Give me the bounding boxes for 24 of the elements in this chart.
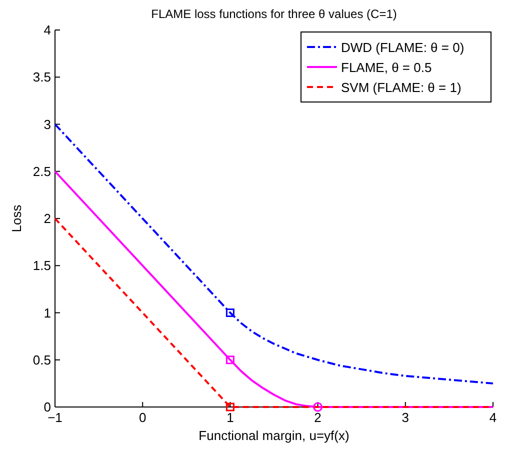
y-axis-title: Loss: [9, 204, 24, 232]
y-tick-label: 2: [44, 211, 51, 226]
y-tick-label: 1.5: [32, 258, 51, 274]
x-tick-label: 2: [314, 410, 322, 425]
chart-title: FLAME loss functions for three θ values (C=1): [151, 7, 397, 21]
point: [226, 356, 234, 364]
x-tick-label: 4: [489, 410, 497, 425]
legend-label: DWD (FLAME: θ = 0): [341, 40, 464, 55]
y-tick-label: 2.5: [32, 164, 51, 179]
line-series: [54, 123, 494, 384]
y-tick-label: 3: [44, 116, 51, 132]
legend-label: SVM (FLAME: θ = 1): [341, 80, 462, 95]
x-axis-title: Functional margin, u=yf(x): [198, 428, 350, 443]
point: [226, 308, 234, 317]
point: [313, 402, 323, 412]
y-tick-label: 4: [44, 22, 51, 38]
y-tick-label: 0.5: [32, 352, 51, 368]
y-tick-label: 3.5: [32, 70, 51, 85]
y-tick-label: 1: [44, 305, 51, 320]
x-tick-label: 1: [226, 410, 234, 425]
legend-label: FLAME, θ = 0.5: [341, 60, 432, 75]
point: [226, 402, 234, 412]
x-tick-label: 3: [402, 410, 410, 425]
x-tick-label: 0: [138, 410, 146, 425]
